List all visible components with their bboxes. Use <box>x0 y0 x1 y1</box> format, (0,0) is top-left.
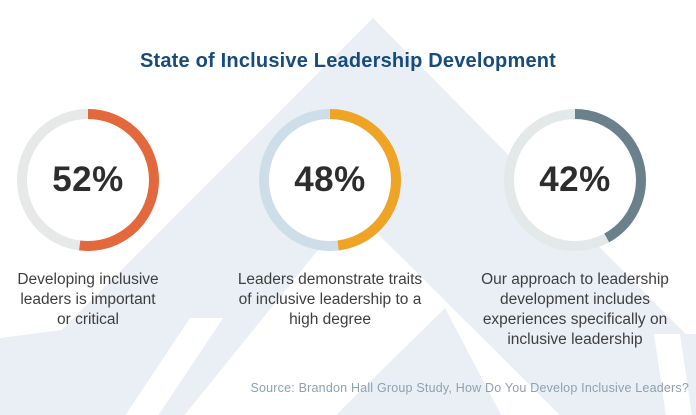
donut-value-arc <box>259 109 401 251</box>
donut-chart-48: 48% <box>255 105 405 255</box>
background-corner-right <box>680 334 696 415</box>
donut-value-arc <box>17 109 159 251</box>
gauge-column-1: 52% Developing inclusive leaders is impo… <box>0 105 208 330</box>
gauge-caption: Leaders demonstrate traits of inclusive … <box>237 271 423 329</box>
gauge-column-3: 42% Our approach to leadership developme… <box>455 105 695 351</box>
source-attribution: Source: Brandon Hall Group Study, How Do… <box>250 381 689 395</box>
donut-value-arc <box>504 109 646 251</box>
page-title: State of Inclusive Leadership Developmen… <box>139 50 557 72</box>
percent-label: 48% <box>294 160 366 199</box>
donut-chart-52: 52% <box>13 105 163 255</box>
background-stripe-left <box>125 318 223 415</box>
background-stripe-right <box>654 334 692 415</box>
gauge-caption: Developing inclusive leaders is importan… <box>17 271 159 329</box>
percent-label: 52% <box>52 160 124 199</box>
gauge-column-2: 48% Leaders demonstrate traits of inclus… <box>210 105 450 330</box>
percent-label: 42% <box>539 160 611 199</box>
gauge-caption: Our approach to leadership development i… <box>481 271 669 349</box>
background-triangle-front-center <box>336 308 502 415</box>
donut-chart-42: 42% <box>500 105 650 255</box>
